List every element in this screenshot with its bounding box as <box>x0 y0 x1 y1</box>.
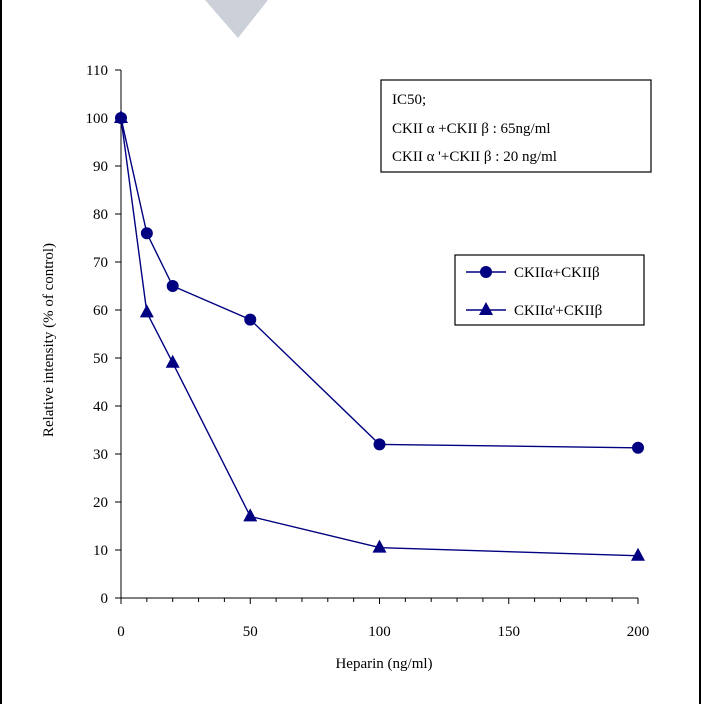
y-tick-label: 0 <box>101 591 109 607</box>
x-tick-label: 0 <box>117 624 125 640</box>
x-tick-label: 100 <box>368 624 391 640</box>
y-tick-label: 30 <box>93 447 108 463</box>
x-axis-label: Heparin (ng/ml) <box>335 656 432 672</box>
y-tick-label: 50 <box>93 351 108 367</box>
y-tick-label: 110 <box>86 63 108 79</box>
y-tick-label: 10 <box>93 543 108 559</box>
top-wedge-decoration <box>205 0 268 38</box>
legend: CKIIα+CKIIβ CKIIα'+CKIIβ <box>454 254 645 326</box>
annotation-line-3: CKII α '+CKII β : 20 ng/ml <box>392 149 557 165</box>
legend-circle-marker <box>480 266 492 278</box>
x-tick-label: 150 <box>498 624 521 640</box>
series-2-point <box>243 508 258 522</box>
annotation-box: IC50; CKII α +CKII β : 65ng/ml CKII α '+… <box>380 79 652 173</box>
series-2-point <box>631 547 645 561</box>
series-2-point <box>114 110 128 123</box>
x-tick-label: 50 <box>243 624 258 640</box>
y-tick-label: 60 <box>93 303 108 319</box>
annotation-line-1: IC50; <box>392 92 426 108</box>
series-2-point <box>139 304 154 318</box>
y-tick-label: 40 <box>93 399 108 415</box>
series-1-point <box>166 280 179 292</box>
x-axis: 0 50 100 150 200 <box>117 597 650 640</box>
series-2-point <box>372 539 387 553</box>
series-2-line <box>120 117 639 557</box>
annotation-line-2: CKII α +CKII β : 65ng/ml <box>392 121 551 137</box>
y-tick-label: 20 <box>93 495 108 511</box>
series-layer <box>114 110 645 561</box>
series-2-point <box>165 354 180 368</box>
y-axis-label: Relative intensity (% of control) <box>41 243 57 437</box>
legend-label-1: CKIIα+CKIIβ <box>514 265 600 281</box>
y-tick-label: 80 <box>93 207 108 223</box>
legend-label-2: CKIIα'+CKIIβ <box>514 303 602 319</box>
x-tick-label: 200 <box>627 624 650 640</box>
y-tick-label: 70 <box>93 255 108 271</box>
legend-triangle-marker <box>479 302 493 315</box>
series-1-point <box>244 313 257 326</box>
series-1-line <box>120 117 639 449</box>
series-1-point <box>373 438 386 451</box>
y-tick-label: 90 <box>93 159 108 175</box>
series-1-point <box>632 441 644 454</box>
series-1-point <box>140 227 153 240</box>
y-axis: 0 10 20 30 40 50 60 70 80 90 100 110 <box>86 63 122 607</box>
y-tick-label: 100 <box>86 111 109 127</box>
